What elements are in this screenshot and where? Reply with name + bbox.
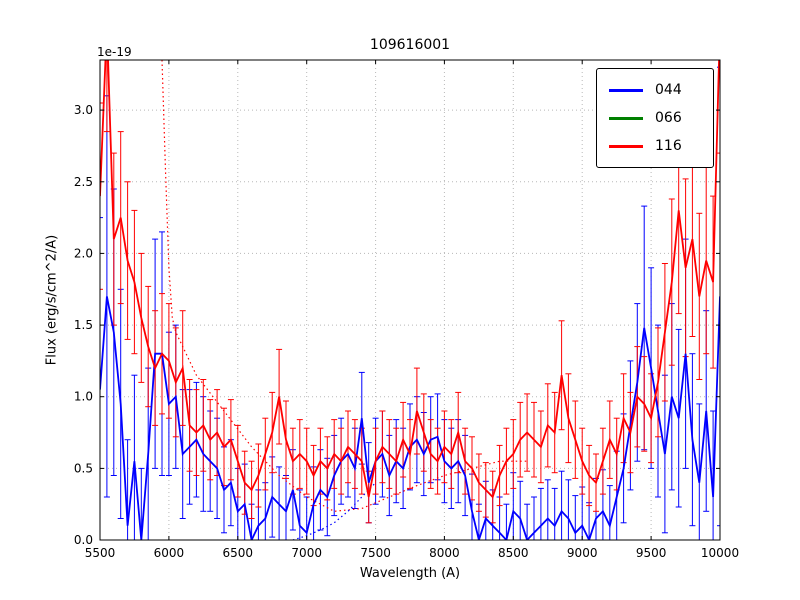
svg-text:9500: 9500 [636,546,667,560]
legend-line-sample-green [609,116,643,120]
legend-entry-066: 066 [597,104,713,132]
series-line-116 [100,60,720,499]
dotted-line-116-dotted [161,60,528,512]
legend-label: 116 [655,138,682,154]
svg-text:10000: 10000 [701,546,739,560]
y-axis-label: Flux (erg/s/cm^2/A) [44,234,60,366]
svg-text:7500: 7500 [360,546,391,560]
dotted-line-044-dotted [292,482,377,540]
axes-frame [99,59,721,541]
svg-text:8500: 8500 [498,546,529,560]
y-offset-label: 1e-19 [97,45,132,59]
legend-entry-116: 116 [597,132,713,160]
plot-title: 109616001 [369,37,451,53]
svg-text:7000: 7000 [291,546,322,560]
svg-text:8000: 8000 [429,546,460,560]
tick-labels: 5500 6000 6500 7000 7500 8000 8500 9000 9500 1000… [74,103,739,560]
tick-marks [99,60,721,541]
series-line-044 [100,296,720,540]
svg-text:0.5: 0.5 [74,461,93,475]
svg-text:5500: 5500 [85,546,116,560]
svg-text:3.0: 3.0 [74,103,93,117]
legend: 044 066 116 [596,68,714,168]
legend-entry-044: 044 [597,76,713,104]
svg-text:1.0: 1.0 [74,390,93,404]
svg-text:2.0: 2.0 [74,246,93,260]
svg-text:6500: 6500 [223,546,254,560]
svg-text:1.5: 1.5 [74,318,93,332]
svg-text:0.0: 0.0 [74,533,93,547]
svg-text:9000: 9000 [567,546,598,560]
legend-label: 044 [655,82,682,98]
legend-line-sample-blue [609,88,643,92]
x-axis-label: Wavelength (A) [359,566,461,581]
legend-label: 066 [655,110,682,126]
svg-text:2.5: 2.5 [74,175,93,189]
svg-text:6000: 6000 [154,546,185,560]
legend-line-sample-red [609,144,643,148]
